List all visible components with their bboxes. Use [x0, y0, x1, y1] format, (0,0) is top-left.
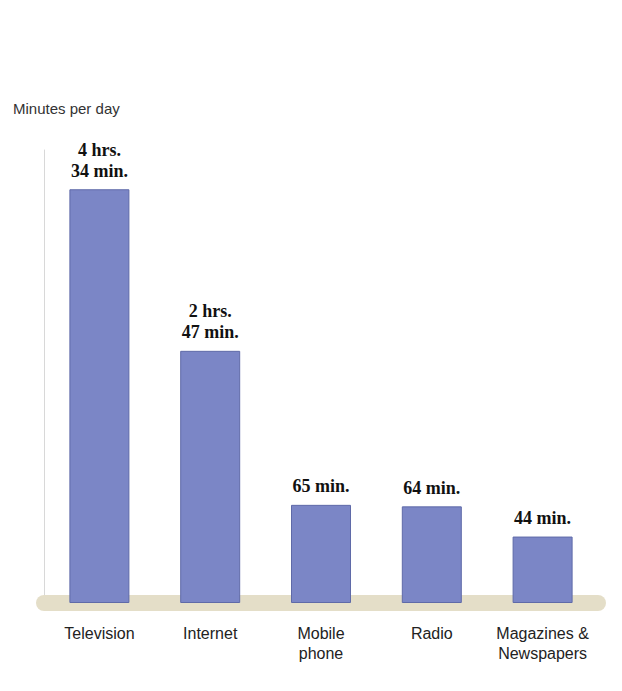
svg-text:4 hrs.: 4 hrs.	[78, 140, 121, 160]
svg-text:Mobile: Mobile	[297, 625, 344, 642]
svg-text:2 hrs.: 2 hrs.	[189, 301, 232, 321]
svg-text:Minutes per day: Minutes per day	[13, 100, 120, 117]
svg-text:phone: phone	[299, 645, 344, 662]
svg-text:Magazines &: Magazines &	[496, 625, 589, 642]
svg-text:47 min.: 47 min.	[182, 322, 239, 342]
svg-text:34 min.: 34 min.	[71, 161, 128, 181]
svg-text:Television: Television	[64, 625, 134, 642]
svg-text:65 min.: 65 min.	[292, 476, 349, 496]
svg-text:Radio: Radio	[411, 625, 453, 642]
svg-text:Newspapers: Newspapers	[498, 645, 587, 662]
svg-text:64 min.: 64 min.	[403, 478, 460, 498]
svg-text:Internet: Internet	[183, 625, 238, 642]
svg-text:44 min.: 44 min.	[514, 508, 571, 528]
